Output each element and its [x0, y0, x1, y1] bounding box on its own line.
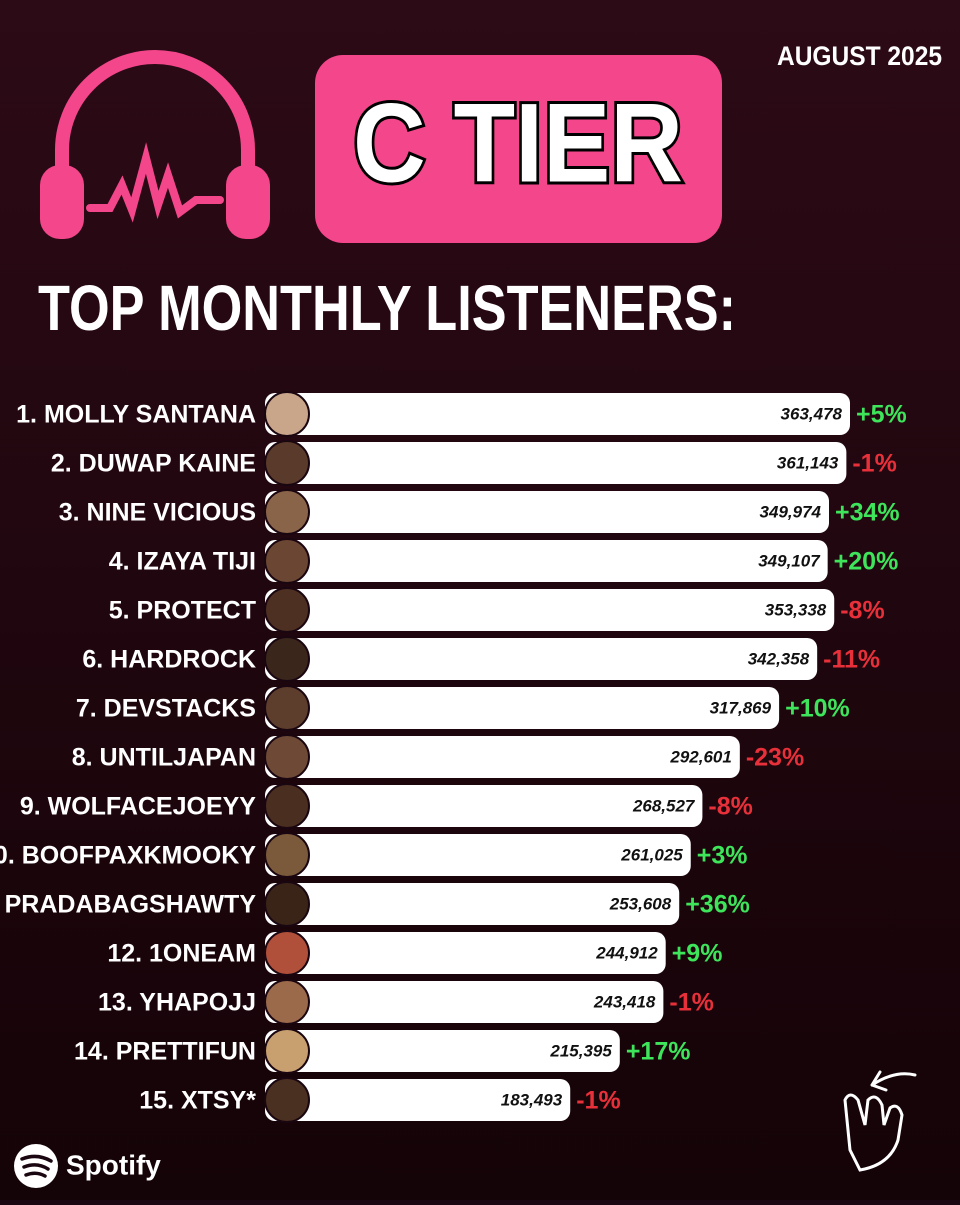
category-label: 12. 1ONEAM — [107, 940, 256, 968]
change-label: +17% — [626, 1038, 691, 1066]
bar — [265, 1079, 571, 1121]
change-label: +20% — [834, 548, 899, 576]
category-label: 8. UNTILJAPAN — [72, 744, 256, 772]
change-label: +10% — [785, 695, 850, 723]
bar — [265, 393, 850, 435]
avatar — [264, 538, 310, 584]
bar — [265, 491, 830, 533]
avatar — [264, 685, 310, 731]
avatar — [264, 881, 310, 927]
value-label: 268,527 — [632, 796, 696, 815]
category-label: 7. DEVSTACKS — [76, 695, 256, 723]
change-label: +9% — [672, 940, 723, 968]
category-label: 10. BOOFPAXKMOOKY — [0, 842, 256, 870]
value-label: 253,608 — [609, 894, 672, 913]
value-label: 349,974 — [760, 502, 822, 521]
bar — [265, 687, 780, 729]
value-label: 183,493 — [501, 1090, 563, 1109]
avatar — [264, 440, 310, 486]
avatar — [264, 832, 310, 878]
category-label: 6. HARDROCK — [82, 646, 256, 674]
bar — [265, 981, 664, 1023]
change-label: +34% — [835, 499, 900, 527]
bar — [265, 932, 666, 974]
value-label: 342,358 — [748, 649, 810, 668]
change-label: -23% — [746, 744, 804, 772]
change-label: -8% — [708, 793, 752, 821]
change-label: -11% — [823, 646, 880, 674]
category-label: 13. YHAPOJJ — [98, 989, 256, 1017]
change-label: +5% — [856, 401, 907, 429]
chart-subtitle: TOP MONTHLY LISTENERS: — [38, 272, 736, 344]
category-label: 3. NINE VICIOUS — [59, 499, 256, 527]
avatar — [264, 734, 310, 780]
bar — [265, 736, 740, 778]
value-label: 243,418 — [593, 992, 656, 1011]
category-label: 4. IZAYA TIJI — [109, 548, 256, 576]
value-label: 317,869 — [710, 698, 772, 717]
chart-title: C TIER — [353, 81, 683, 206]
date: AUGUST 2025 — [777, 41, 942, 71]
source: Spotify — [66, 1149, 161, 1180]
category-label: 15. XTSY* — [139, 1087, 256, 1115]
bar — [265, 834, 691, 876]
value-label: 349,107 — [758, 551, 821, 570]
category-label: 1. MOLLY SANTANA — [16, 401, 256, 429]
avatar — [264, 979, 310, 1025]
tier-box — [315, 55, 722, 243]
headphone-icon — [40, 50, 270, 239]
value-label: 215,395 — [549, 1041, 612, 1060]
bar — [265, 883, 680, 925]
avatar — [264, 489, 310, 535]
value-label: 353,338 — [765, 600, 827, 619]
value-label: 244,912 — [595, 943, 658, 962]
change-label: -1% — [669, 989, 713, 1017]
bar — [265, 540, 828, 582]
category-label: 9. WOLFACEJOEYY — [20, 793, 256, 821]
bar — [265, 1030, 620, 1072]
change-label: -1% — [576, 1087, 620, 1115]
avatar — [264, 391, 310, 437]
bar — [265, 442, 847, 484]
change-label: -1% — [852, 450, 896, 478]
bar — [265, 785, 703, 827]
bar — [265, 638, 818, 680]
category-label: 2. DUWAP KAINE — [51, 450, 256, 478]
avatar — [264, 587, 310, 633]
avatar — [264, 636, 310, 682]
change-label: -8% — [840, 597, 884, 625]
change-label: +3% — [697, 842, 748, 870]
change-label: +36% — [685, 891, 750, 919]
avatar — [264, 1028, 310, 1074]
bar — [265, 589, 835, 631]
value-label: 361,143 — [777, 453, 839, 472]
category-label: 14. PRETTIFUN — [74, 1038, 256, 1066]
avatar — [264, 1077, 310, 1123]
value-label: 363,478 — [781, 404, 843, 423]
value-label: 261,025 — [620, 845, 683, 864]
avatar — [264, 783, 310, 829]
spotify-logo — [14, 1144, 58, 1188]
category-label: 5. PROTECT — [109, 597, 256, 625]
avatar — [264, 930, 310, 976]
value-label: 292,601 — [669, 747, 731, 766]
swipe-icon — [843, 1070, 917, 1172]
category-label: 11. PRADABAGSHAWTY — [0, 891, 256, 919]
